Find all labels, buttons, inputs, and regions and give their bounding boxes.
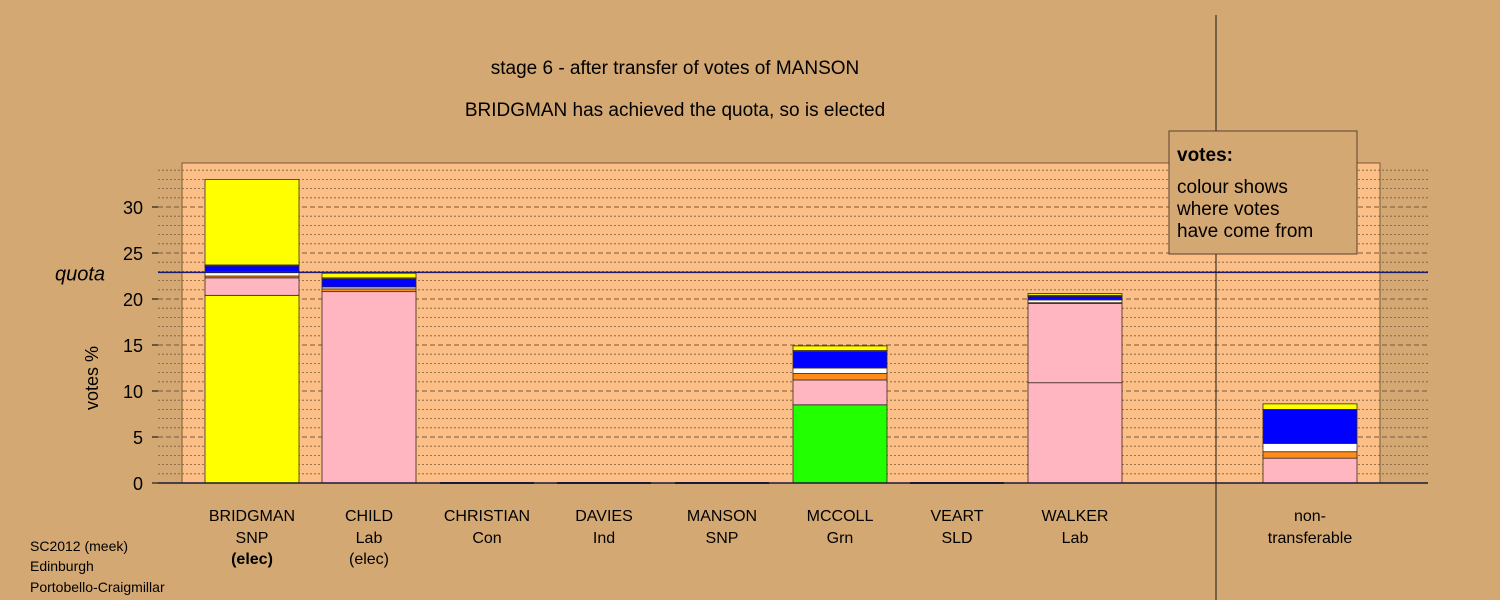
- y-tick-label: 0: [133, 474, 143, 494]
- bar-mccoll-segment: [792, 379, 888, 406]
- bar-walker-segment: [1027, 293, 1123, 296]
- bar-child-segment: [321, 288, 417, 293]
- bar-bridgman-segment: [204, 178, 300, 266]
- bar-walker-segment: [1027, 295, 1123, 301]
- bar-child-segment: [321, 272, 417, 279]
- bar-nontransferable-segment: [1262, 457, 1358, 484]
- footer-line: Portobello-Craigmillar: [30, 579, 165, 595]
- candidate-status: (elec): [231, 551, 273, 568]
- footer: SC2012 (meek) Edinburgh Portobello-Craig…: [30, 538, 165, 595]
- legend-line: where votes: [1176, 199, 1279, 220]
- bar-walker-segment: [1027, 299, 1123, 304]
- candidate-party: Grn: [827, 530, 854, 547]
- bar-nontransferable-segment: [1262, 403, 1358, 410]
- y-tick-label: 25: [123, 244, 143, 264]
- candidate-name: MANSON: [687, 508, 757, 525]
- legend-line: colour shows: [1177, 177, 1288, 198]
- nontransferable-label: non-: [1294, 508, 1326, 525]
- y-tick-label: 30: [123, 198, 143, 218]
- y-tick-label: 20: [123, 290, 143, 310]
- y-tick-label: 5: [133, 428, 143, 448]
- candidate-party: Lab: [356, 530, 383, 547]
- chart-title: stage 6 - after transfer of votes of MAN…: [491, 58, 860, 79]
- candidate-name: DAVIES: [575, 508, 633, 525]
- bar-nontransferable-segment: [1262, 451, 1358, 459]
- candidate-status: (elec): [349, 551, 389, 568]
- bars: [204, 178, 1358, 484]
- bar-child-segment: [321, 291, 417, 484]
- candidate-party: SLD: [941, 530, 972, 547]
- candidate-party: SNP: [236, 530, 269, 547]
- bar-bridgman-segment: [204, 265, 300, 272]
- chart-subtitle: BRIDGMAN has achieved the quota, so is e…: [465, 100, 885, 121]
- bar-mccoll-segment: [792, 351, 888, 369]
- bar-nontransferable-segment: [1262, 408, 1358, 444]
- legend-box: votes: colour shows where votes have com…: [1168, 130, 1358, 255]
- bar-child-segment: [321, 278, 417, 288]
- legend-title: votes:: [1177, 145, 1233, 166]
- bar-mccoll-segment: [792, 404, 888, 484]
- legend-line: have come from: [1177, 221, 1313, 242]
- bar-mccoll-segment: [792, 345, 888, 351]
- candidate-name: CHRISTIAN: [444, 508, 530, 525]
- bar-walker-segment: [1027, 382, 1123, 484]
- x-axis-labels: BRIDGMAN SNP (elec) CHILD Lab (elec) CHRISTIAN…: [209, 508, 1352, 568]
- bar-walker-segment: [1027, 303, 1123, 384]
- candidate-party: Lab: [1062, 530, 1089, 547]
- candidate-name: MCCOLL: [807, 508, 874, 525]
- bar-mccoll-segment: [792, 373, 888, 381]
- y-axis-label: votes %: [82, 346, 102, 410]
- candidate-name: VEART: [930, 508, 983, 525]
- candidate-name: BRIDGMAN: [209, 508, 295, 525]
- y-axis: 0 5 10 15 20 25 30: [123, 198, 158, 494]
- bar-nontransferable-segment: [1262, 443, 1358, 453]
- candidate-party: Ind: [593, 530, 615, 547]
- quota-label: quota: [55, 263, 105, 285]
- bar-bridgman-segment: [204, 277, 300, 296]
- candidate-party: Con: [472, 530, 501, 547]
- bar-bridgman-segment: [204, 294, 300, 484]
- candidate-party: SNP: [706, 530, 739, 547]
- footer-line: Edinburgh: [30, 558, 94, 574]
- y-tick-label: 15: [123, 336, 143, 356]
- bar-mccoll-segment: [792, 367, 888, 374]
- candidate-name: WALKER: [1042, 508, 1109, 525]
- y-tick-label: 10: [123, 382, 143, 402]
- candidate-name: CHILD: [345, 508, 393, 525]
- footer-line: SC2012 (meek): [30, 538, 128, 554]
- nontransferable-label: transferable: [1268, 530, 1353, 547]
